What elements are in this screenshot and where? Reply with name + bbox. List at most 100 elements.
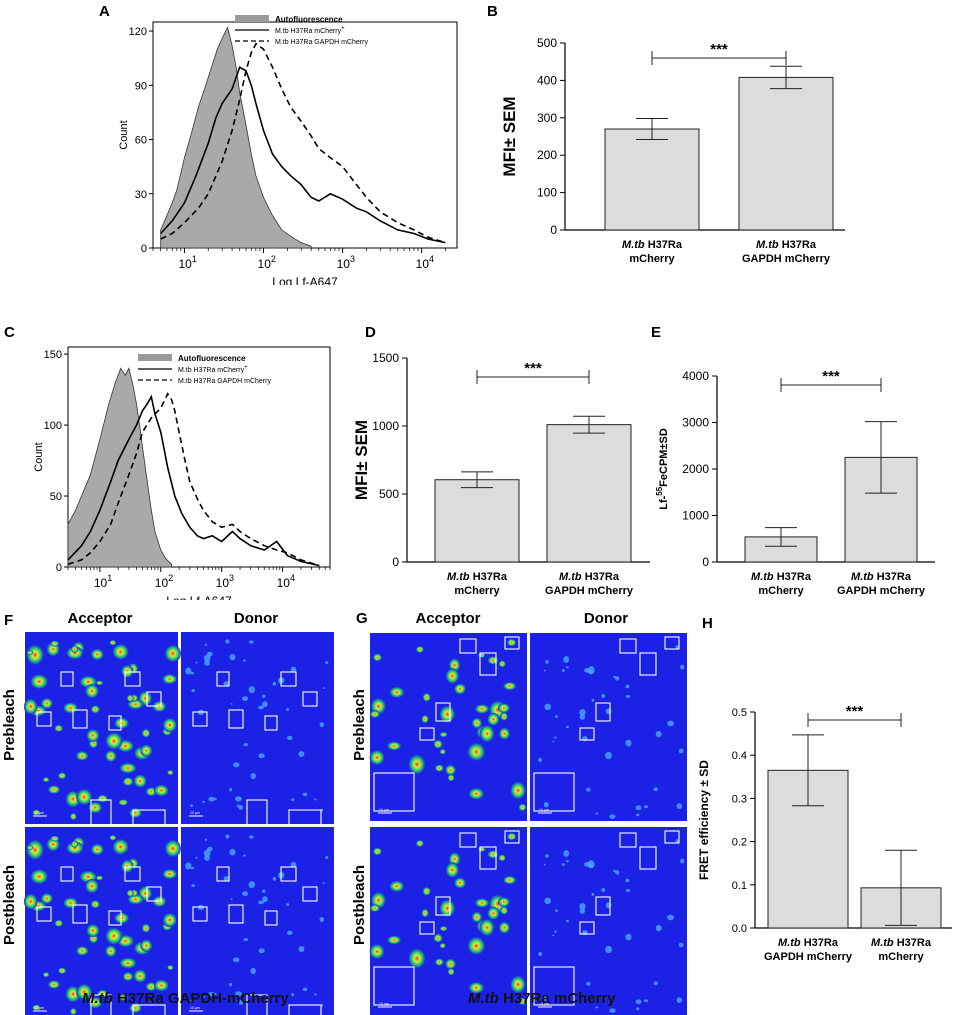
cell-spot bbox=[454, 877, 467, 889]
roi-box bbox=[216, 671, 230, 687]
cell-spot bbox=[421, 908, 429, 918]
cell-spot bbox=[250, 772, 256, 780]
cell-spot bbox=[591, 892, 595, 896]
cell-spot bbox=[90, 648, 104, 661]
cell-spot bbox=[114, 912, 130, 924]
cell-spot bbox=[510, 781, 526, 800]
cell-spot bbox=[543, 995, 549, 1002]
cell-spot bbox=[238, 805, 244, 810]
cell-spot bbox=[190, 804, 193, 808]
cell-spot bbox=[636, 1007, 640, 1011]
series-line-2-C bbox=[67, 392, 320, 567]
cell-spot bbox=[586, 981, 591, 986]
series-line-2-A bbox=[160, 42, 446, 244]
cell-spot bbox=[86, 924, 100, 938]
cell-spot bbox=[88, 801, 103, 814]
roi-box bbox=[36, 711, 52, 727]
cell-spot bbox=[439, 748, 446, 755]
category-label-E-1: M.tb H37Ra bbox=[851, 571, 912, 583]
y-tick-label-E: 4000 bbox=[682, 369, 709, 383]
cell-spot bbox=[190, 999, 193, 1003]
cell-spot bbox=[439, 705, 456, 724]
panel-label-E: E bbox=[651, 324, 661, 341]
category-label-B-0: M.tb H37Ra bbox=[622, 239, 683, 251]
cell-spot bbox=[248, 835, 254, 839]
cell-spot bbox=[561, 863, 565, 866]
cell-spot bbox=[655, 730, 662, 738]
y-axis-label-C: Count bbox=[33, 442, 45, 471]
cell-spot bbox=[85, 879, 99, 894]
category-label-line2-E-0: mCherry bbox=[758, 585, 804, 597]
y-tick-label-C: 150 bbox=[44, 349, 62, 361]
y-tick-label-D: 0 bbox=[392, 555, 399, 569]
roi-box bbox=[280, 866, 297, 882]
cell-spot bbox=[370, 697, 386, 715]
y-tick-label-E: 1000 bbox=[682, 509, 709, 523]
series-autofluorescence-C bbox=[67, 367, 172, 568]
cell-spot bbox=[204, 643, 208, 647]
cell-spot bbox=[538, 757, 543, 763]
cell-spot bbox=[291, 993, 295, 997]
cell-spot bbox=[85, 684, 99, 699]
scale-bar-label: 10 µm bbox=[190, 811, 200, 815]
cell-spot bbox=[653, 787, 658, 792]
cell-spot bbox=[447, 774, 455, 782]
cell-spot bbox=[236, 804, 240, 808]
cell-spot bbox=[676, 997, 683, 1003]
category-label-line2-B-1: GAPDH mCherry bbox=[742, 253, 831, 265]
cell-spot bbox=[162, 717, 177, 733]
roi-box bbox=[132, 1004, 166, 1015]
legend-label-A: M.tb H37Ra mCherry+ bbox=[275, 26, 345, 35]
cell-spot bbox=[314, 993, 317, 996]
cell-spot bbox=[66, 646, 84, 660]
cell-spot bbox=[272, 682, 277, 686]
cell-spot bbox=[387, 935, 402, 945]
y-tick-label-E: 3000 bbox=[682, 416, 709, 430]
roi-box bbox=[302, 691, 318, 707]
cell-spot bbox=[95, 875, 104, 881]
cell-spot bbox=[319, 917, 325, 923]
cell-spot bbox=[230, 898, 233, 900]
cell-spot bbox=[298, 946, 305, 953]
caption-G-italic: M.tb bbox=[468, 990, 499, 1007]
cell-spot bbox=[653, 981, 658, 986]
cell-spot bbox=[555, 715, 558, 718]
x-axis-label-C: Log Lf-A647 bbox=[166, 594, 232, 600]
cell-spot bbox=[468, 981, 485, 994]
image-tile-G-1 bbox=[530, 633, 687, 821]
cell-spot bbox=[415, 839, 424, 847]
roi-box bbox=[419, 727, 435, 741]
cell-spot bbox=[114, 717, 130, 729]
cell-spot bbox=[229, 787, 233, 792]
legend-label-C: M.tb H37Ra GAPDH mCherry bbox=[178, 378, 271, 385]
roi-box bbox=[373, 772, 415, 812]
category-label-line2-D-0: mCherry bbox=[454, 585, 500, 597]
cell-spot bbox=[23, 893, 38, 910]
cell-spot bbox=[298, 751, 305, 758]
roi-box bbox=[504, 830, 520, 844]
chart-D: D 0 500 1000 1500 MFI± SEM M.tb H37Ra mCherry M.… bbox=[352, 324, 650, 597]
roi-box bbox=[459, 832, 477, 848]
cell-spot bbox=[95, 680, 104, 686]
cell-spot bbox=[69, 1007, 77, 1015]
panel-label-C: C bbox=[4, 324, 15, 341]
cell-spot bbox=[500, 906, 508, 915]
cell-spot bbox=[121, 664, 134, 678]
cell-spot bbox=[369, 750, 385, 766]
sig-label-E: *** bbox=[822, 368, 840, 385]
cell-spot bbox=[325, 855, 329, 860]
category-label-H-1: M.tb H37Ra bbox=[871, 937, 932, 949]
cell-spot bbox=[204, 660, 210, 666]
cell-spot bbox=[195, 856, 198, 859]
cell-spot bbox=[191, 689, 196, 693]
y-tick-label-C: 0 bbox=[56, 562, 62, 574]
cell-spot bbox=[302, 987, 308, 992]
legend-label-A: Autofluorescence bbox=[275, 15, 343, 24]
roi-box bbox=[302, 886, 318, 902]
series-line-1-A bbox=[160, 66, 446, 244]
cell-spot bbox=[680, 664, 685, 670]
cell-spot bbox=[497, 703, 510, 713]
cell-spot bbox=[415, 645, 424, 653]
scale-bar-label: 10 µm bbox=[34, 1006, 44, 1010]
cell-spot bbox=[214, 797, 217, 801]
